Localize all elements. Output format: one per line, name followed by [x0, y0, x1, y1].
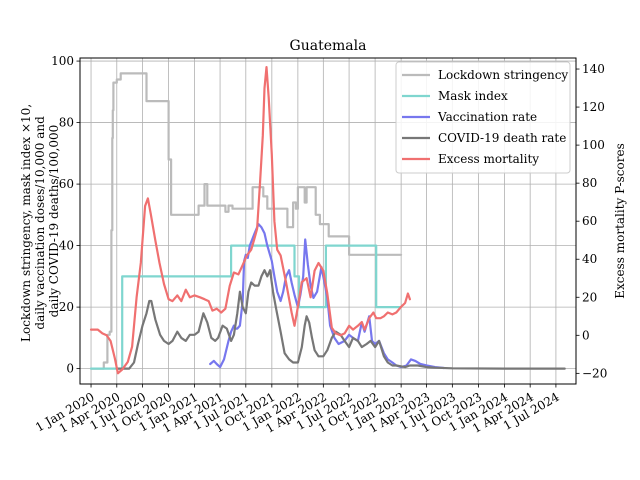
y-axis-left: 0 20 40 60 80 100	[51, 54, 80, 376]
y-tick-label-right: 140	[582, 62, 605, 76]
y-tick-label-left: 40	[59, 239, 74, 253]
y-tick-label-right: 0	[582, 328, 590, 342]
series-line-covid-19-death-rate	[115, 269, 566, 370]
legend-label-lockdown-stringency: Lockdown stringency	[438, 68, 568, 82]
legend: Lockdown stringency Mask index Vaccination…	[395, 61, 571, 174]
y-tick-label-right: 40	[582, 252, 597, 266]
y-tick-label-right: 120	[582, 100, 605, 114]
y-tick-label-left: 80	[59, 116, 74, 130]
plot-area	[89, 66, 566, 375]
y-axis-right-label: Excess mortality P-scores	[613, 143, 627, 298]
y-tick-label-right: 100	[582, 138, 605, 152]
legend-label-vaccination-rate: Vaccination rate	[437, 110, 537, 124]
legend-label-mask-index: Mask index	[438, 89, 508, 103]
y-tick-label-right: 60	[582, 214, 597, 228]
y-tick-label-left: 100	[51, 54, 74, 68]
legend-box	[395, 61, 571, 174]
y-axis-left-label: Lockdown stringency, mask index ×10, dai…	[19, 100, 61, 342]
y-axis-right: −20 0 20 40 60 80 100 120 140	[576, 62, 607, 380]
y-axis-left-label-line-1: Lockdown stringency, mask index ×10,	[19, 104, 33, 342]
chart-title: Guatemala	[290, 38, 367, 54]
series-line-lockdown-stringency	[89, 72, 403, 370]
y-tick-label-right: −20	[582, 366, 607, 380]
y-tick-label-left: 20	[59, 300, 74, 314]
grid	[80, 58, 576, 384]
y-axis-left-label-line-2: daily vaccination doses/10,000 and	[33, 116, 47, 330]
legend-label-covid-19-death-rate: COVID-19 death rate	[438, 131, 566, 145]
y-tick-label-right: 80	[582, 176, 597, 190]
y-tick-label-right: 20	[582, 290, 597, 304]
y-tick-label-left: 60	[59, 177, 74, 191]
series-line-excess-mortality	[89, 66, 411, 375]
y-axis-left-label-line-3: daily COVID-19 deaths/100,000	[47, 125, 61, 318]
legend-label-excess-mortality: Excess mortality	[438, 152, 539, 166]
series-line-mask-index	[89, 244, 403, 370]
y-tick-label-left: 0	[66, 362, 74, 376]
